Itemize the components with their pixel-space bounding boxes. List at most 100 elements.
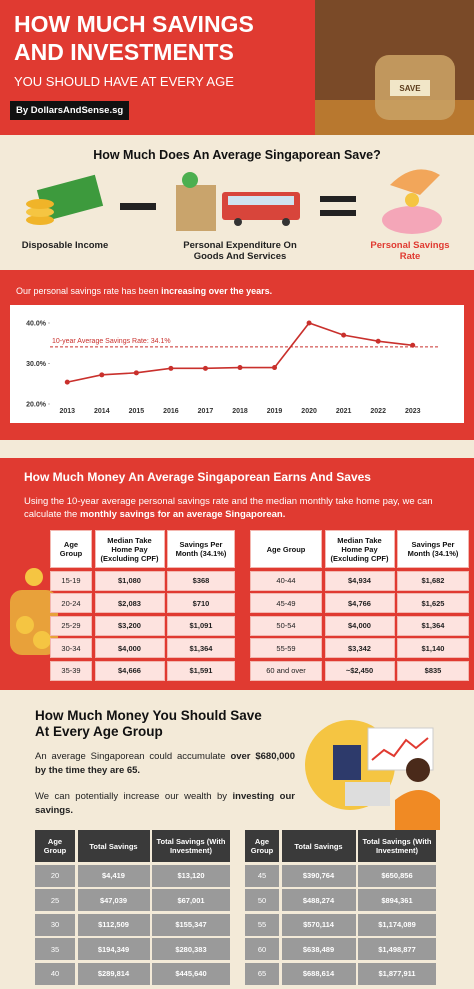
coin-icon	[33, 631, 51, 649]
table-cell: $650,856	[358, 864, 436, 887]
table-cell: $4,934	[324, 570, 395, 591]
text: We can potentially increase our wealth b…	[35, 791, 233, 802]
table-cell: $4,666	[94, 660, 165, 681]
table-cell: $155,347	[152, 913, 230, 936]
table-cell: $570,114	[281, 913, 356, 936]
table-cell: $390,764	[281, 864, 356, 887]
coin-icon	[405, 193, 419, 207]
formula-heading: How Much Does An Average Singaporean Sav…	[93, 148, 381, 162]
table-cell: ~$2,450	[324, 660, 395, 681]
table-cell: 35-39	[50, 660, 92, 681]
jar-label: SAVE	[399, 84, 421, 93]
table-cell: $3,342	[324, 638, 395, 658]
earnings-heading: How Much Money An Average Singaporean Ea…	[24, 470, 371, 484]
table-header: Age Group	[245, 830, 279, 862]
x-tick-label: 2022	[370, 408, 386, 415]
table-cell: $710	[167, 593, 235, 613]
table-cell: 35	[35, 938, 75, 960]
chart-panel	[10, 305, 464, 423]
x-tick-label: 2013	[59, 408, 75, 415]
equals-sign	[320, 196, 356, 202]
table-cell: $835	[397, 660, 469, 681]
table-cell: $2,083	[94, 593, 165, 613]
coin-icon	[26, 199, 54, 209]
table-cell: $488,274	[281, 889, 356, 911]
table-cell: 50-54	[250, 615, 322, 636]
table-cell: $1,364	[167, 638, 235, 658]
table-header: Age Group	[250, 530, 322, 568]
point	[375, 338, 381, 344]
x-tick-label: 2018	[232, 408, 248, 415]
table-header: Age Group	[50, 530, 92, 568]
y-tick-label: 30.0%	[26, 361, 47, 368]
formula-item: Personal Expenditure On Goods And Servic…	[183, 240, 297, 262]
y-tick-label: 40.0%	[26, 321, 47, 328]
point	[410, 342, 416, 348]
formula-item: Disposable Income	[21, 240, 109, 251]
table-cell: $4,766	[324, 593, 395, 613]
point	[341, 332, 347, 338]
table-cell: $4,000	[324, 615, 395, 636]
table-cell: $1,591	[167, 660, 235, 681]
table-cell: 55-59	[250, 638, 322, 658]
vegetable	[182, 172, 198, 188]
table-cell: 55	[245, 913, 279, 936]
table-cell: 25	[35, 889, 75, 911]
hand	[390, 169, 440, 195]
table-cell: 20	[35, 864, 75, 887]
earnings-intro: Using the 10-year average personal savin…	[24, 495, 454, 522]
coin-icon	[25, 568, 43, 586]
table-cell: $1,091	[167, 615, 235, 636]
table-header: Savings Per Month (34.1%)	[167, 530, 235, 568]
point	[99, 372, 105, 378]
point	[237, 365, 243, 371]
formula-item: Personal Savings Rate	[370, 240, 450, 262]
table-cell: $4,419	[77, 864, 150, 887]
table-cell: 15-19	[50, 570, 92, 591]
x-tick-label: 2021	[336, 408, 352, 415]
table-cell: $445,640	[152, 962, 230, 985]
point	[202, 365, 208, 371]
bold-text: investing our savings.	[35, 791, 295, 816]
screen-chart	[371, 737, 429, 761]
savings-paragraph: An average Singaporean could accumulate …	[35, 750, 295, 778]
y-tick-label: 20.0%	[26, 402, 47, 409]
bold-text: monthly savings for an average Singapore…	[79, 509, 286, 521]
minus-sign	[120, 203, 156, 210]
table-cell: 40-44	[250, 570, 322, 591]
point	[272, 365, 278, 371]
screen	[333, 745, 361, 780]
text: Our personal savings rate has been	[16, 286, 162, 296]
table-cell: 60	[245, 938, 279, 960]
table-cell: $638,489	[281, 938, 356, 960]
table-cell: 25-29	[50, 615, 92, 636]
table-header: Median Take Home Pay (Excluding CPF)	[324, 530, 395, 568]
table-cell: $1,682	[397, 570, 469, 591]
table-cell: $1,364	[397, 615, 469, 636]
title-line: AND INVESTMENTS	[14, 39, 234, 65]
savings-heading: How Much Money You Should Save At Every …	[35, 708, 262, 740]
grocery-bag	[176, 185, 216, 231]
piggy-bank	[382, 206, 442, 234]
table-header: Total Savings (With Investment)	[152, 830, 230, 862]
person-head	[406, 758, 430, 782]
table-cell: $289,814	[77, 962, 150, 985]
table-cell: $1,174,089	[358, 913, 436, 936]
coin-icon	[26, 207, 54, 217]
table-cell: $4,000	[94, 638, 165, 658]
table-cell: 65	[245, 962, 279, 985]
text: Using the 10-year average personal savin…	[24, 496, 433, 521]
person-body	[395, 790, 440, 830]
table-cell: $280,383	[152, 938, 230, 960]
point	[64, 379, 70, 385]
table-header: Savings Per Month (34.1%)	[397, 530, 469, 568]
equals-sign	[320, 210, 356, 216]
point	[133, 370, 139, 376]
chart-intro: Our personal savings rate has been incre…	[16, 286, 272, 296]
table-cell: $894,361	[358, 889, 436, 911]
table-cell: $1,877,911	[358, 962, 436, 985]
coin-icon	[16, 616, 34, 634]
table-cell: $688,614	[281, 962, 356, 985]
table-cell: 30	[35, 913, 75, 936]
table-cell: $1,140	[397, 638, 469, 658]
